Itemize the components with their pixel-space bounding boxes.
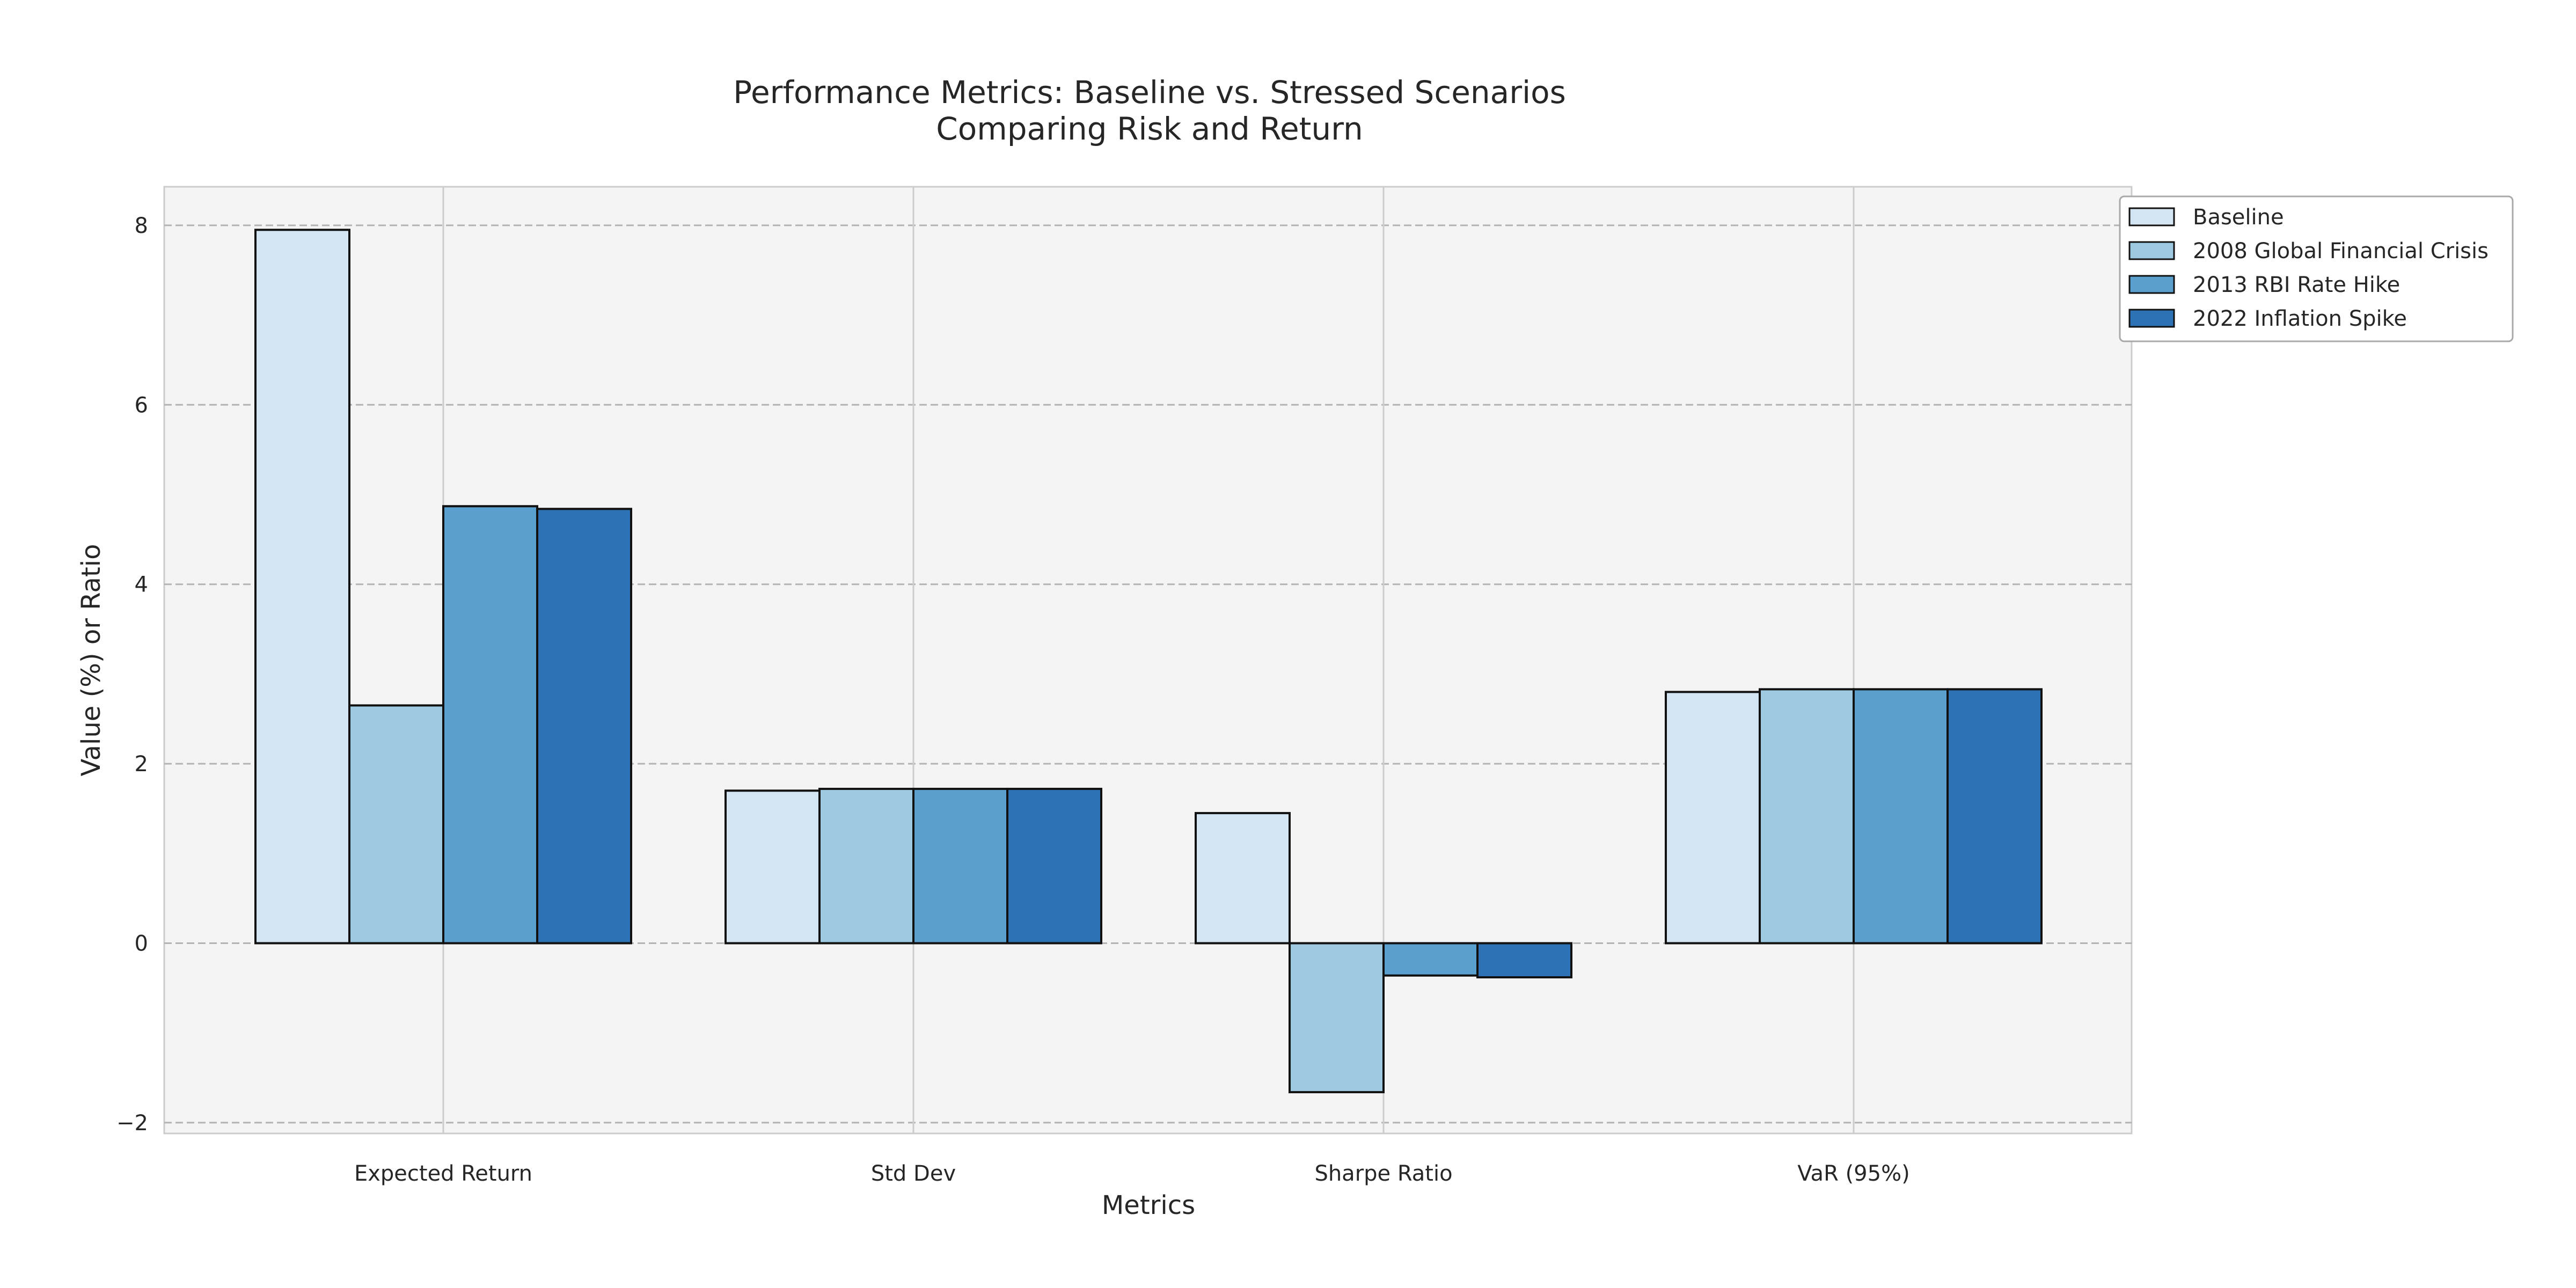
bar (1195, 812, 1291, 945)
bar (1946, 688, 2043, 945)
bar (1853, 688, 1949, 945)
bar (1476, 942, 1572, 979)
x-tick-label: VaR (95%) (1797, 1161, 1909, 1186)
bar (1006, 787, 1102, 945)
bar (1665, 691, 1761, 945)
bar (912, 787, 1008, 945)
x-tick-label: Sharpe Ratio (1314, 1161, 1452, 1186)
bar (1289, 942, 1385, 1094)
legend-swatch (2128, 309, 2175, 328)
bar (818, 787, 914, 945)
chart-title: Performance Metrics: Baseline vs. Stress… (733, 74, 1566, 111)
y-tick-label: 2 (135, 752, 148, 777)
legend-label: 2013 RBI Rate Hike (2193, 273, 2400, 297)
y-axis-label: Value (%) or Ratio (76, 544, 106, 777)
x-tick-label: Std Dev (871, 1161, 956, 1186)
x-axis-ticks: Expected Return Std Dev Sharpe Ratio VaR (9… (354, 1161, 1910, 1186)
bars (254, 229, 2043, 1094)
bar (1759, 688, 1855, 945)
legend-entries: Baseline 2008 Global Financial Crisis 2013… (2128, 205, 2489, 331)
legend-label: 2022 Inflation Spike (2193, 306, 2407, 331)
legend-box (2119, 195, 2514, 342)
bar (724, 789, 821, 945)
y-tick-label: −2 (116, 1111, 148, 1136)
x-tick-label: Expected Return (354, 1161, 532, 1186)
y-tick-label: 0 (135, 932, 148, 956)
bar (442, 505, 538, 945)
bar (1382, 942, 1479, 977)
legend: Baseline 2008 Global Financial Crisis 2013… (2119, 195, 2514, 342)
bar (536, 508, 632, 945)
legend-label: Baseline (2193, 205, 2284, 230)
y-tick-label: 8 (135, 214, 148, 238)
legend-swatch (2128, 207, 2175, 226)
legend-swatch (2128, 241, 2175, 260)
y-tick-label: 6 (135, 393, 148, 418)
legend-swatch (2128, 275, 2175, 294)
y-tick-label: 4 (135, 573, 148, 597)
y-axis-ticks: −2 0 2 4 6 8 (116, 214, 148, 1136)
bar (254, 229, 350, 945)
bar (348, 704, 444, 945)
legend-label: 2008 Global Financial Crisis (2193, 239, 2489, 264)
x-axis-label: Metrics (1102, 1190, 1195, 1220)
chart-subtitle: Comparing Risk and Return (936, 111, 1363, 147)
